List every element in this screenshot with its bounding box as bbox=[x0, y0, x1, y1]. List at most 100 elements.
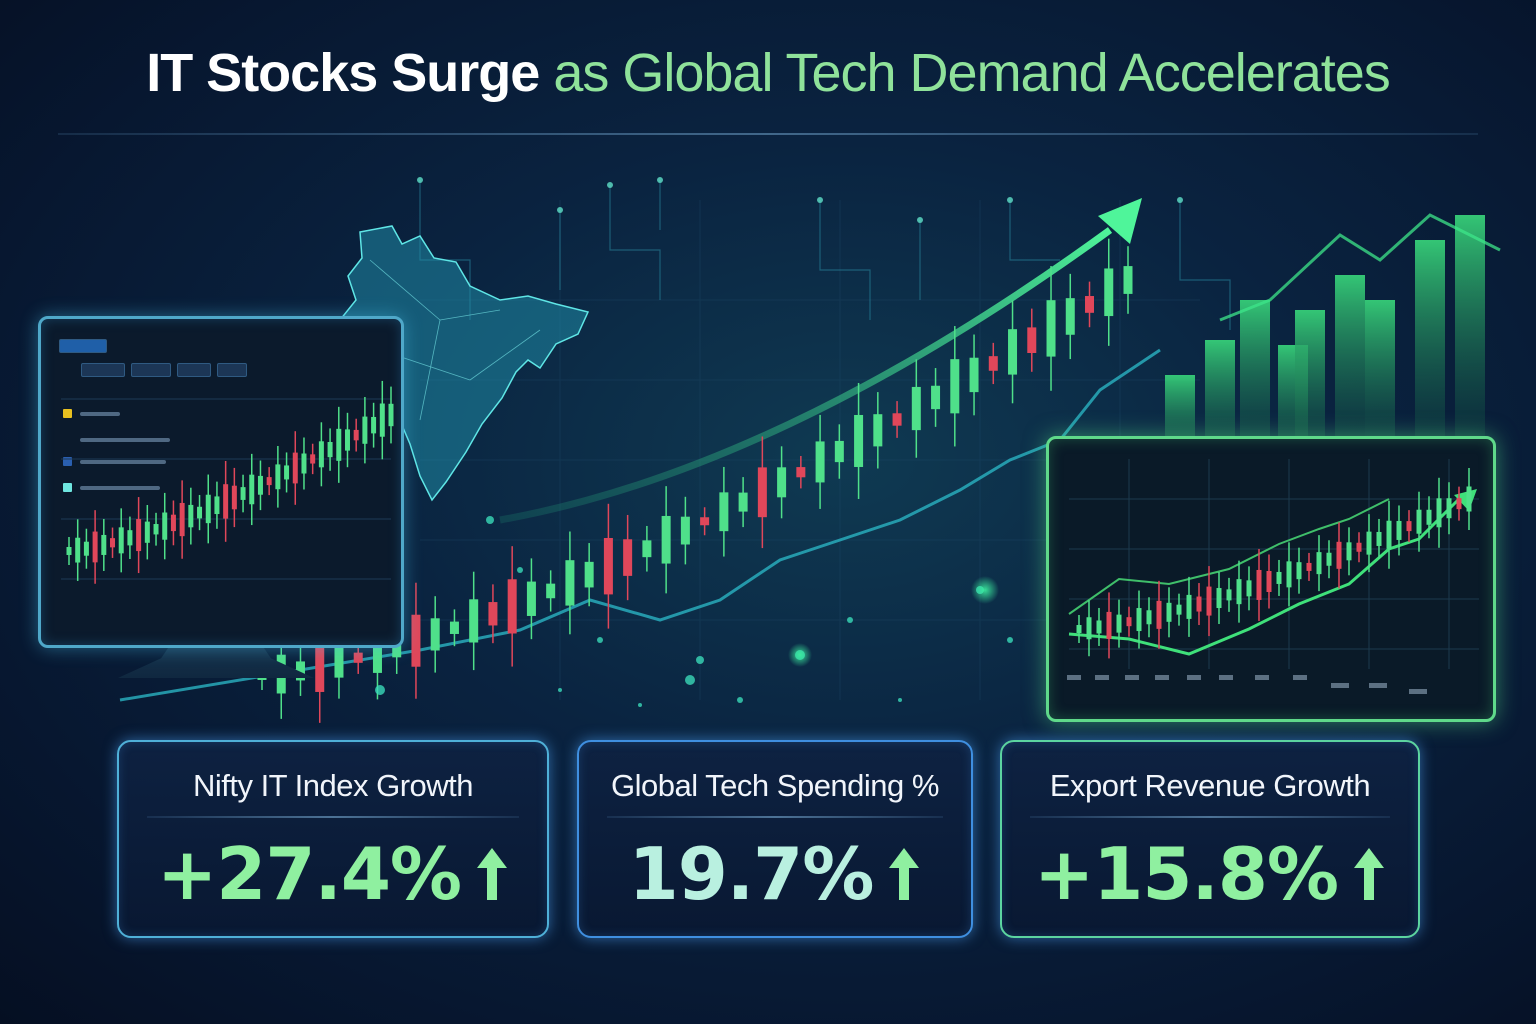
candle-body bbox=[1356, 542, 1362, 552]
stat-label: Export Revenue Growth bbox=[1049, 768, 1371, 803]
left-monitor-tabs bbox=[59, 339, 209, 353]
headline-part1: IT Stocks Surge bbox=[146, 43, 540, 103]
candle-body bbox=[565, 560, 575, 606]
candle-body bbox=[892, 413, 902, 426]
candle-body bbox=[336, 428, 342, 461]
headline-part2: as Global Tech Demand Accelerates bbox=[539, 43, 1390, 103]
candle-body bbox=[854, 414, 864, 467]
candle-body bbox=[92, 531, 98, 563]
candle-body bbox=[197, 506, 203, 519]
watchlist-row bbox=[63, 483, 160, 492]
watchlist-row bbox=[63, 435, 170, 444]
candle-body bbox=[1256, 569, 1262, 600]
candle-body bbox=[1266, 570, 1272, 592]
watchlist-row bbox=[63, 409, 120, 418]
candle-body bbox=[1176, 604, 1182, 615]
candle-body bbox=[777, 467, 787, 498]
candle-body bbox=[1226, 589, 1232, 601]
candle-body bbox=[411, 614, 421, 667]
candle-body bbox=[1146, 610, 1152, 625]
candle-body bbox=[83, 541, 89, 556]
candle-body bbox=[1216, 588, 1222, 609]
candle-body bbox=[284, 465, 290, 480]
candle-body bbox=[1186, 594, 1192, 619]
candle-body bbox=[1306, 562, 1312, 571]
left-monitor-subtab bbox=[81, 363, 125, 377]
left-monitor-subtab bbox=[217, 363, 247, 377]
headline-divider bbox=[58, 133, 1478, 135]
candle-body bbox=[214, 496, 220, 515]
arrow-up-icon bbox=[477, 848, 508, 900]
candle-body bbox=[1166, 602, 1172, 622]
candle-body bbox=[1046, 300, 1056, 357]
candle-body bbox=[1206, 586, 1212, 616]
candle-body bbox=[526, 581, 536, 616]
candle-body bbox=[950, 359, 960, 414]
candle-body bbox=[1286, 561, 1292, 588]
candle-body bbox=[353, 652, 363, 663]
candle-body bbox=[205, 494, 211, 524]
candle-body bbox=[642, 540, 652, 558]
candle-body bbox=[1126, 617, 1132, 627]
candle-body bbox=[931, 385, 941, 410]
candle-body bbox=[275, 464, 281, 490]
stat-value: +27.4% bbox=[156, 832, 462, 916]
stat-divider bbox=[607, 816, 943, 818]
left-monitor-subtab bbox=[131, 363, 171, 377]
candle-body bbox=[1296, 562, 1302, 580]
candle-body bbox=[372, 631, 382, 673]
candle-body bbox=[315, 642, 325, 692]
watchlist-row bbox=[63, 457, 166, 466]
left-monitor-chart bbox=[61, 380, 394, 584]
candle-body bbox=[834, 440, 844, 463]
candle-body bbox=[873, 414, 883, 447]
candle-body bbox=[1406, 521, 1412, 532]
candle-body bbox=[1104, 268, 1114, 317]
right-monitor-chart bbox=[1067, 459, 1479, 694]
candle-body bbox=[1326, 552, 1332, 566]
candle-body bbox=[507, 579, 517, 634]
candle-body bbox=[1466, 486, 1472, 512]
candle-body bbox=[1446, 498, 1452, 519]
candle-body bbox=[1196, 596, 1202, 612]
candle-body bbox=[127, 530, 133, 546]
candle-body bbox=[162, 512, 168, 540]
candle-body bbox=[223, 484, 229, 519]
stat-card-global-tech: Global Tech Spending % 19.7% bbox=[577, 740, 973, 938]
candle-body bbox=[1236, 579, 1242, 605]
stat-value: +15.8% bbox=[1033, 832, 1339, 916]
candle-body bbox=[988, 356, 998, 371]
candle-body bbox=[388, 403, 394, 427]
trend-arrow-icon bbox=[499, 198, 1142, 524]
candle-body bbox=[969, 357, 979, 393]
candle-body bbox=[1386, 520, 1392, 549]
stat-label: Global Tech Spending % bbox=[611, 768, 939, 803]
candle-body bbox=[1096, 620, 1102, 634]
candle-body bbox=[757, 467, 767, 518]
candle-body bbox=[295, 661, 305, 681]
stat-value: 19.7% bbox=[628, 832, 875, 916]
candle-body bbox=[911, 386, 921, 431]
stat-label: Nifty IT Index Growth bbox=[192, 768, 474, 803]
candle-body bbox=[1106, 611, 1112, 639]
left-monitor-subtabs bbox=[81, 363, 247, 377]
candle-body bbox=[1156, 600, 1162, 629]
candle-body bbox=[680, 516, 690, 545]
arrow-up-icon bbox=[1354, 848, 1385, 900]
arrow-up-icon bbox=[889, 848, 920, 900]
candle-body bbox=[318, 441, 324, 468]
candle-body bbox=[1366, 531, 1372, 555]
candle-body bbox=[1085, 296, 1095, 313]
candle-body bbox=[249, 474, 255, 505]
candle-body bbox=[301, 453, 307, 474]
left-monitor-subtab bbox=[177, 363, 211, 377]
candle-body bbox=[353, 429, 359, 441]
candle-body bbox=[334, 647, 344, 678]
left-monitor-tab bbox=[59, 339, 107, 353]
headline: IT Stocks Surge as Global Tech Demand Ac… bbox=[0, 42, 1536, 104]
candle-body bbox=[179, 502, 185, 537]
candle-body bbox=[469, 599, 479, 643]
candle-body bbox=[719, 492, 729, 532]
candle-body bbox=[101, 534, 107, 555]
candle-body bbox=[240, 487, 246, 500]
